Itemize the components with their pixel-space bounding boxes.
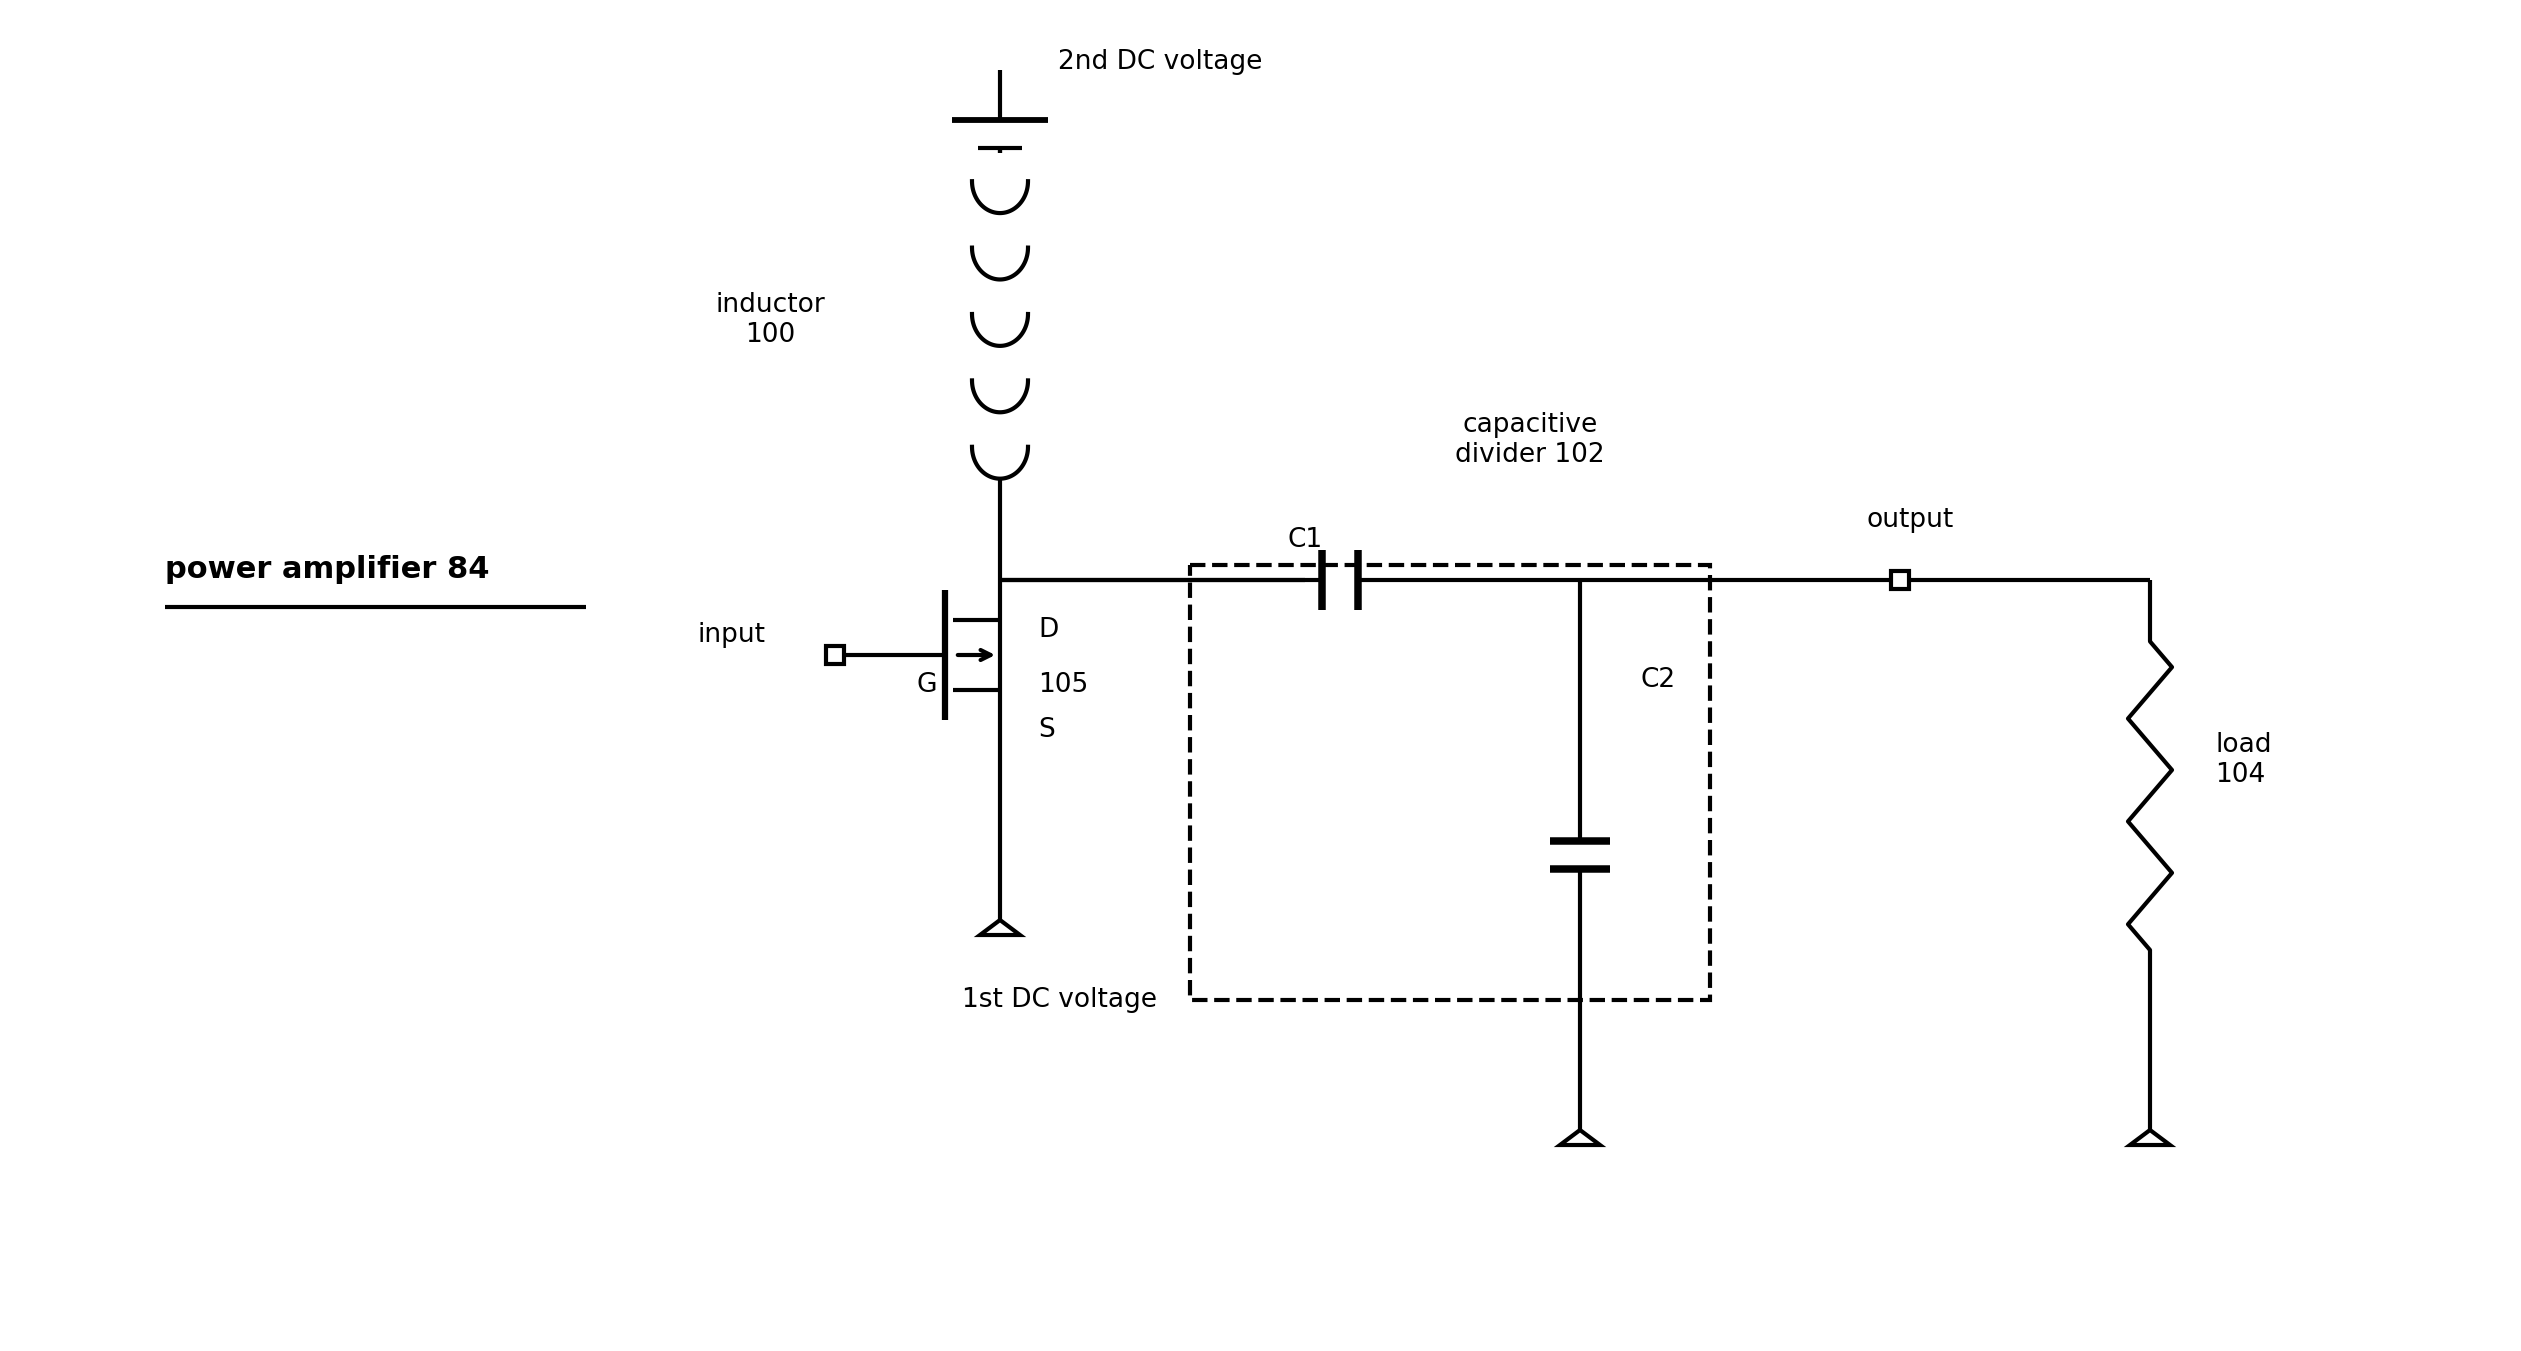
Bar — [1190, 565, 1709, 1000]
Text: D: D — [1039, 617, 1059, 643]
Text: power amplifier 84: power amplifier 84 — [164, 555, 489, 585]
Text: G: G — [918, 671, 938, 698]
Bar — [1891, 571, 1908, 589]
Text: C1: C1 — [1288, 527, 1324, 553]
Bar — [827, 646, 845, 663]
Text: 105: 105 — [1039, 671, 1089, 698]
Text: 1st DC voltage: 1st DC voltage — [963, 988, 1157, 1013]
Text: load
104: load 104 — [2216, 732, 2271, 788]
Text: S: S — [1039, 717, 1054, 743]
Text: input: input — [696, 621, 764, 648]
Text: inductor
100: inductor 100 — [716, 292, 824, 349]
Text: C2: C2 — [1641, 667, 1674, 693]
Text: output: output — [1866, 507, 1954, 534]
Text: 2nd DC voltage: 2nd DC voltage — [1059, 49, 1263, 76]
Text: capacitive
divider 102: capacitive divider 102 — [1455, 412, 1606, 467]
